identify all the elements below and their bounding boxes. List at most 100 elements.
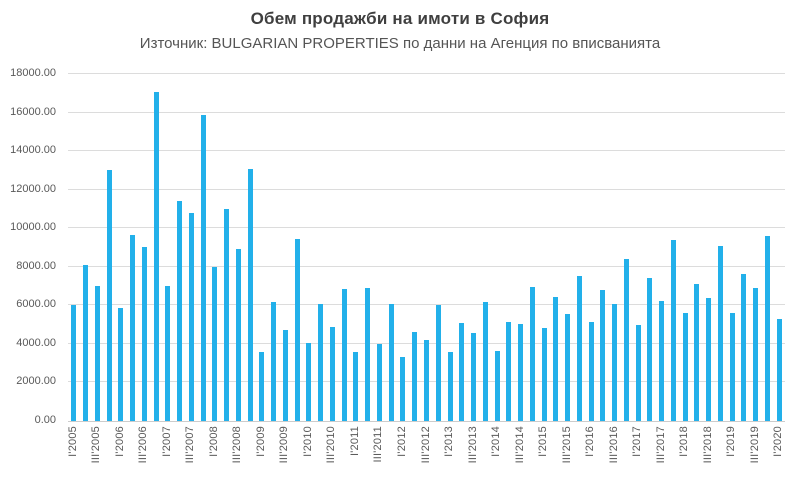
x-tick-label: III'2009 [278,426,291,464]
x-tick-label: III'2015 [560,426,573,464]
y-tick-label: 8000.00 [16,259,56,272]
bar-IV'2014 [529,287,535,421]
bar-III'2019 [753,287,759,421]
bar-III'2009 [282,330,288,421]
bar-III'2010 [329,326,335,421]
bar-IV'2019 [764,235,770,421]
bar-IV'2012 [435,305,441,421]
x-tick-label: I'2013 [443,426,455,457]
bar-I'2019 [729,313,735,421]
bar-III'2011 [376,343,382,421]
grid-line [68,304,785,306]
bar-III'2006 [141,246,147,421]
bar-II'2012 [412,332,418,421]
x-tick-label: I'2017 [631,426,644,457]
bar-IV'2017 [670,239,676,421]
bar-III'2015 [565,314,571,421]
bar-I'2014 [494,350,500,421]
grid-line [68,150,785,152]
bar-II'2007 [177,201,183,421]
bar-I'2018 [682,313,688,421]
bar-IV'2008 [247,169,253,421]
x-tick-label: I'2014 [490,426,503,457]
x-tick-label: I'2018 [678,426,691,457]
x-tick-label: I'2008 [207,426,220,457]
bar-II'2010 [318,304,324,421]
x-tick-label: I'2020 [772,426,785,457]
bar-I'2009 [259,351,265,421]
bar-I'2011 [353,351,359,421]
bar-IV'2011 [388,304,394,421]
x-tick-label: I'2010 [301,426,314,457]
bar-I'2010 [306,342,312,421]
bar-II'2009 [271,302,277,421]
bar-I'2017 [635,324,641,421]
x-tick-label: III'2011 [372,426,385,463]
x-tick-label: III'2016 [607,426,620,464]
y-tick-label: 0.00 [34,414,56,426]
bar-II'2006 [130,234,136,421]
bar-I'2006 [118,308,124,421]
bar-II'2011 [365,287,371,421]
bar-III'2013 [471,333,477,421]
bar-II'2015 [553,296,559,421]
x-tick-label: III'2014 [513,426,526,464]
bar-IV'2005 [106,170,112,421]
bar-II'2014 [506,321,512,421]
x-tick-label: III'2008 [231,426,244,464]
x-tick-label: I'2009 [254,426,267,457]
bar-III'2005 [94,286,100,421]
bar-III'2014 [518,323,524,421]
x-tick-label: III'2007 [184,426,197,464]
bar-IV'2016 [623,259,629,421]
bar-I'2012 [400,357,406,421]
bar-II'2018 [694,284,700,421]
x-tick-label: I'2016 [584,426,597,457]
x-tick-label: I'2007 [160,426,173,457]
bar-II'2013 [459,322,465,421]
grid-line [68,73,785,74]
y-axis-labels: 0.00 2000.00 4000.00 6000.00 8000.00 10000.00… [0,67,62,426]
bar-IV'2013 [482,302,488,421]
x-tick-label: I'2006 [113,426,126,457]
x-tick-label: III'2018 [701,426,714,464]
grid-line [68,227,785,229]
bar-II'2019 [741,273,747,421]
bar-III'2007 [188,212,194,421]
y-tick-label: 4000.00 [16,336,56,349]
x-tick-label: I'2005 [66,426,79,457]
x-tick-label: I'2015 [537,426,550,457]
grid-line [68,265,785,267]
x-tick-label: I'2011 [348,426,361,457]
bar-IV'2007 [200,115,206,421]
chart-subtitle: Източник: BULGARIAN PROPERTIES по данни … [139,35,661,52]
bar-I'2008 [212,266,218,421]
x-tick-label: III'2017 [654,426,667,464]
bar-IV'2018 [717,245,723,421]
bar-IV'2009 [294,238,300,421]
bar-III'2017 [659,300,665,421]
chart-title: Обем продажби на имоти в София [250,9,550,28]
y-tick-label: 14000.00 [10,144,56,157]
bar-III'2012 [424,340,429,421]
bar-III'2018 [706,297,712,421]
x-tick-label: III'2005 [90,426,103,464]
bar-II'2008 [224,208,230,421]
bar-IV'2015 [576,276,582,421]
grid-line [68,188,785,190]
grid-line [68,111,785,113]
bar-IV'2010 [341,288,347,421]
bar-I'2016 [588,321,594,421]
bar-II'2017 [647,278,653,421]
bar-I'2020 [776,318,782,421]
y-tick-label: 12000.00 [10,182,56,195]
x-tick-label: I'2012 [395,426,408,457]
x-tick-label: III'2013 [466,426,479,464]
y-tick-label: 2000.00 [16,375,56,388]
x-tick-label: III'2012 [419,426,432,464]
plot-area [68,73,785,422]
bar-I'2015 [541,327,547,421]
y-tick-label: 6000.00 [16,298,56,311]
x-tick-label: III'2006 [137,426,150,464]
